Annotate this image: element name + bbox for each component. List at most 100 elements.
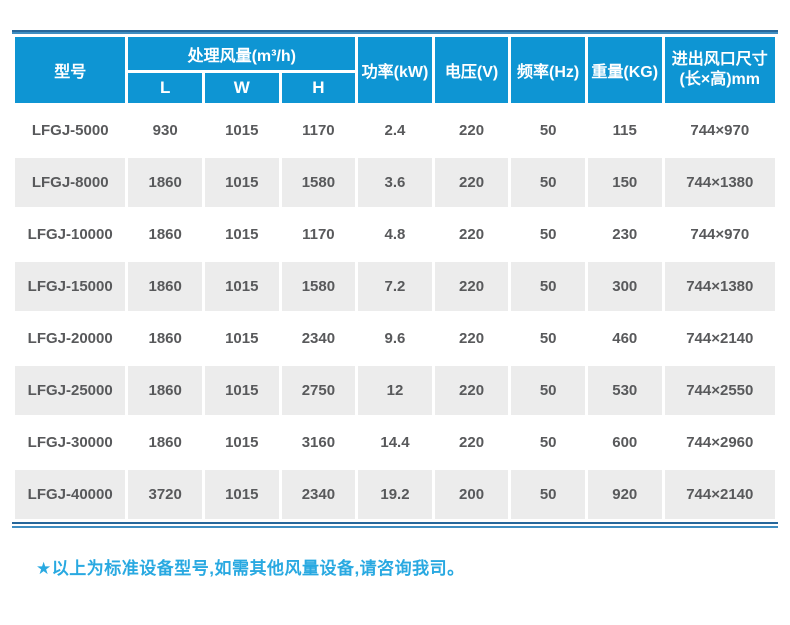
cell-model: LFGJ-25000 [15,366,126,415]
cell-duct: 744×2140 [664,314,775,363]
cell-power: 2.4 [358,106,432,155]
cell-airflow-l: 1860 [128,158,202,207]
cell-weight: 460 [587,314,662,363]
cell-power: 19.2 [358,470,432,519]
cell-airflow-h: 1580 [281,158,356,207]
table-row: LFGJ-25000 1860 1015 2750 12 220 50 530 … [15,366,775,415]
cell-airflow-h: 1580 [281,262,356,311]
cell-frequency: 50 [511,106,585,155]
header-airflow-group: 处理风量(m³/h) [128,37,356,70]
cell-voltage: 220 [434,262,509,311]
cell-airflow-h: 2340 [281,314,356,363]
page: 型号 处理风量(m³/h) 功率(kW) 电压(V) 频率(Hz) 重量(KG)… [0,30,790,625]
header-duct-size-line1: 进出风口尺寸 [671,51,768,68]
cell-frequency: 50 [511,210,585,259]
cell-model: LFGJ-8000 [15,158,126,207]
cell-weight: 600 [587,418,662,467]
header-airflow-l: L [128,73,202,103]
cell-duct: 744×1380 [664,262,775,311]
header-weight: 重量(KG) [587,37,662,103]
table-row: LFGJ-40000 3720 1015 2340 19.2 200 50 92… [15,470,775,519]
table-row: LFGJ-30000 1860 1015 3160 14.4 220 50 60… [15,418,775,467]
cell-airflow-h: 1170 [281,210,356,259]
cell-duct: 744×970 [664,210,775,259]
cell-weight: 300 [587,262,662,311]
header-duct-size: 进出风口尺寸 (长×高)mm [664,37,775,103]
cell-airflow-w: 1015 [204,366,279,415]
table-row: LFGJ-15000 1860 1015 1580 7.2 220 50 300… [15,262,775,311]
table-row: LFGJ-20000 1860 1015 2340 9.6 220 50 460… [15,314,775,363]
cell-voltage: 200 [434,470,509,519]
cell-duct: 744×2550 [664,366,775,415]
cell-airflow-w: 1015 [204,314,279,363]
header-model: 型号 [15,37,126,103]
cell-frequency: 50 [511,314,585,363]
cell-duct: 744×2140 [664,470,775,519]
cell-model: LFGJ-20000 [15,314,126,363]
header-voltage: 电压(V) [434,37,509,103]
cell-airflow-w: 1015 [204,210,279,259]
cell-model: LFGJ-40000 [15,470,126,519]
cell-power: 7.2 [358,262,432,311]
top-rule-mid [12,32,778,34]
bottom-rule-dark [12,522,778,524]
cell-power: 14.4 [358,418,432,467]
header-frequency: 频率(Hz) [511,37,585,103]
table-row: LFGJ-10000 1860 1015 1170 4.8 220 50 230… [15,210,775,259]
cell-airflow-l: 1860 [128,314,202,363]
cell-weight: 530 [587,366,662,415]
header-airflow-h: H [281,73,356,103]
cell-airflow-l: 3720 [128,470,202,519]
cell-frequency: 50 [511,366,585,415]
cell-power: 4.8 [358,210,432,259]
bottom-rule-mid [12,526,778,528]
cell-airflow-w: 1015 [204,262,279,311]
spec-table-body: LFGJ-5000 930 1015 1170 2.4 220 50 115 7… [15,106,775,519]
bottom-rule-gap [12,524,778,526]
cell-weight: 230 [587,210,662,259]
spec-table: 型号 处理风量(m³/h) 功率(kW) 电压(V) 频率(Hz) 重量(KG)… [12,34,778,522]
cell-frequency: 50 [511,262,585,311]
cell-model: LFGJ-5000 [15,106,126,155]
cell-model: LFGJ-10000 [15,210,126,259]
cell-voltage: 220 [434,366,509,415]
cell-airflow-l: 1860 [128,262,202,311]
table-row: LFGJ-8000 1860 1015 1580 3.6 220 50 150 … [15,158,775,207]
header-airflow-w: W [204,73,279,103]
cell-duct: 744×970 [664,106,775,155]
cell-airflow-l: 1860 [128,418,202,467]
cell-voltage: 220 [434,418,509,467]
header-power: 功率(kW) [358,37,432,103]
cell-airflow-w: 1015 [204,106,279,155]
cell-airflow-w: 1015 [204,470,279,519]
cell-airflow-l: 1860 [128,210,202,259]
cell-duct: 744×1380 [664,158,775,207]
cell-airflow-l: 1860 [128,366,202,415]
cell-voltage: 220 [434,210,509,259]
cell-frequency: 50 [511,418,585,467]
spec-table-header: 型号 处理风量(m³/h) 功率(kW) 电压(V) 频率(Hz) 重量(KG)… [15,37,775,103]
footer-note: ★以上为标准设备型号,如需其他风量设备,请咨询我司。 [36,559,465,578]
cell-frequency: 50 [511,470,585,519]
header-duct-size-line2: (长×高)mm [679,71,760,88]
spec-table-section: 型号 处理风量(m³/h) 功率(kW) 电压(V) 频率(Hz) 重量(KG)… [12,30,778,528]
cell-duct: 744×2960 [664,418,775,467]
cell-voltage: 220 [434,106,509,155]
top-rule-dark [12,30,778,32]
cell-model: LFGJ-30000 [15,418,126,467]
table-row: LFGJ-5000 930 1015 1170 2.4 220 50 115 7… [15,106,775,155]
cell-airflow-w: 1015 [204,158,279,207]
cell-frequency: 50 [511,158,585,207]
cell-model: LFGJ-15000 [15,262,126,311]
cell-airflow-h: 2750 [281,366,356,415]
cell-power: 12 [358,366,432,415]
cell-weight: 115 [587,106,662,155]
cell-airflow-h: 3160 [281,418,356,467]
cell-weight: 150 [587,158,662,207]
cell-airflow-l: 930 [128,106,202,155]
cell-airflow-w: 1015 [204,418,279,467]
cell-airflow-h: 1170 [281,106,356,155]
cell-voltage: 220 [434,314,509,363]
cell-power: 9.6 [358,314,432,363]
cell-airflow-h: 2340 [281,470,356,519]
